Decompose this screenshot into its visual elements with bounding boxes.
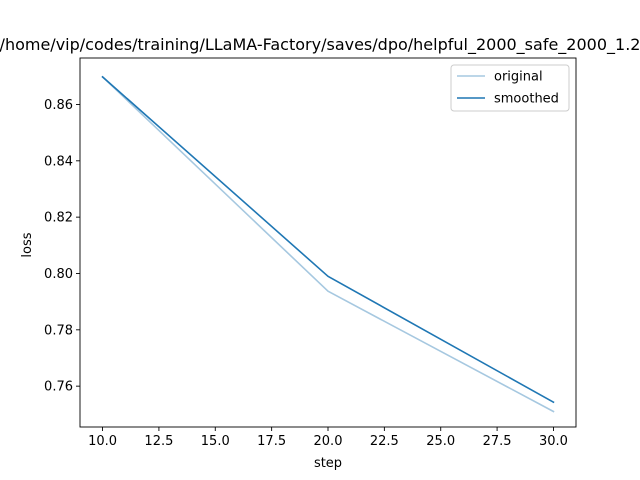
legend: original smoothed [450,64,570,112]
y-tick-label: 0.78 [44,323,73,338]
x-tick-label: 22.5 [370,434,399,449]
x-tick-label: 15.0 [201,434,230,449]
x-tick-label: 20.0 [314,434,343,449]
chart-title: /home/vip/codes/training/LLaMA-Factory/s… [0,35,640,55]
x-tick-label: 12.5 [144,434,173,449]
x-axis-label: step [314,456,342,471]
legend-label-original: original [494,70,543,85]
x-tick-label: 30.0 [539,434,568,449]
legend-label-smoothed: smoothed [494,92,559,107]
y-tick-label: 0.82 [44,211,73,226]
x-tick-label: 17.5 [257,434,286,449]
series-line-smoothed [101,75,555,404]
plot-area: 10.0 12.5 15.0 17.5 20.0 22.5 25.0 27.5 30.0 0.76… [44,57,577,449]
y-tick-label: 0.86 [44,98,73,113]
y-tick-label: 0.80 [44,267,73,282]
x-tick-label: 27.5 [483,434,512,449]
y-axis-label: loss [20,232,35,257]
series-line-original [101,75,555,413]
x-tick-label: 10.0 [88,434,117,449]
y-tick-label: 0.76 [44,380,73,395]
y-tick-label: 0.84 [44,154,73,169]
x-tick-label: 25.0 [426,434,455,449]
